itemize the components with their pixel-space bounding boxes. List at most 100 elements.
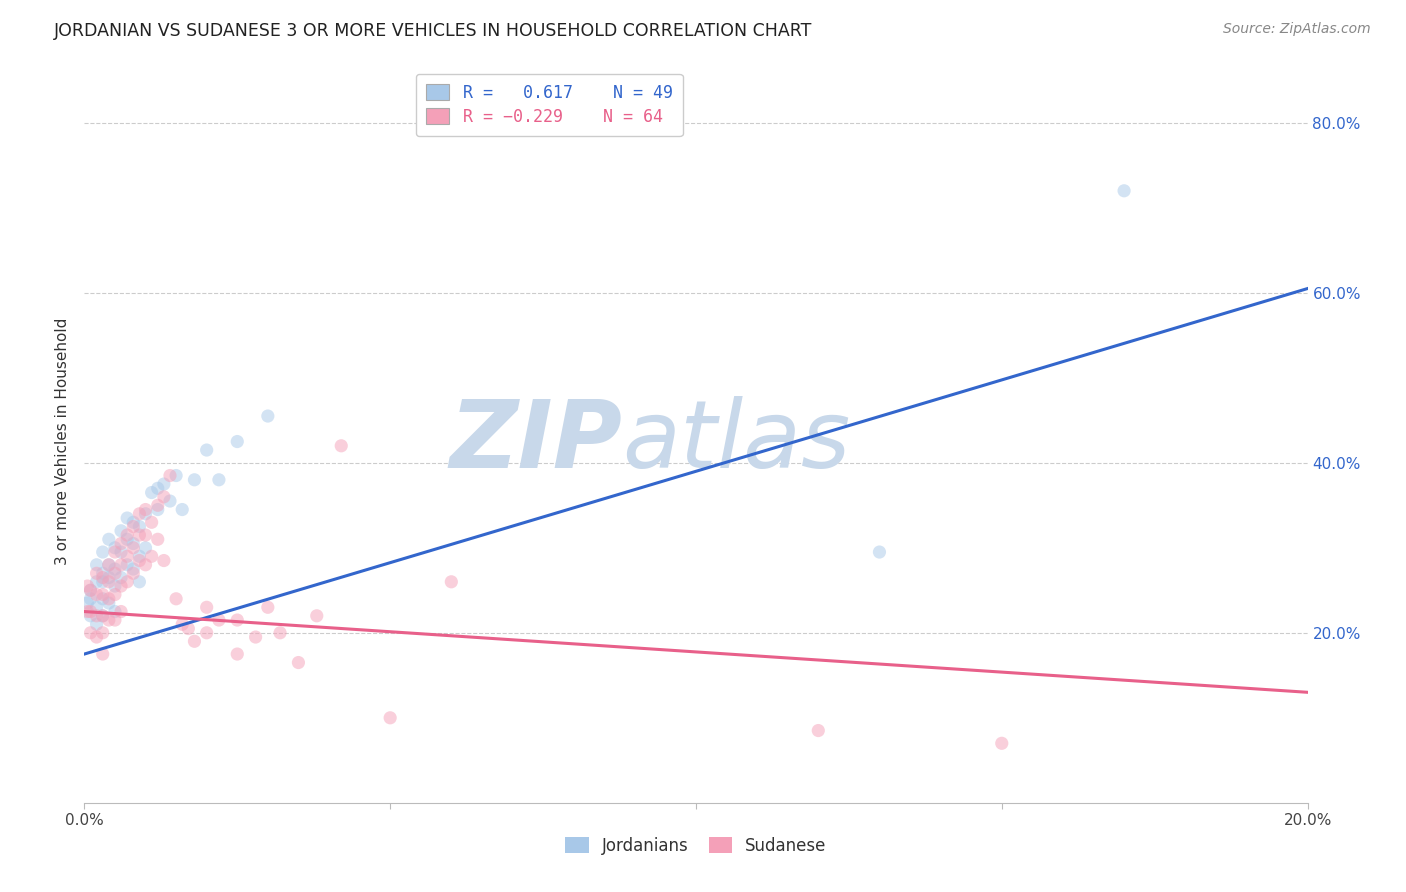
Point <box>159 494 181 508</box>
Point <box>195 443 218 458</box>
Point <box>122 566 145 581</box>
Point <box>104 562 127 576</box>
Point <box>177 622 200 636</box>
Point <box>153 553 176 567</box>
Point <box>135 507 157 521</box>
Point <box>97 591 120 606</box>
Point <box>135 502 157 516</box>
Point <box>122 541 145 555</box>
Point <box>146 498 169 512</box>
Point <box>115 558 138 572</box>
Point <box>122 516 145 530</box>
Point <box>79 625 101 640</box>
Point <box>257 409 280 423</box>
Point <box>86 588 108 602</box>
Point <box>104 545 127 559</box>
Point <box>305 608 328 623</box>
Point <box>128 574 150 589</box>
Point <box>226 613 249 627</box>
Point <box>135 528 157 542</box>
Point <box>110 570 132 584</box>
Point <box>226 434 249 449</box>
Point <box>110 605 132 619</box>
Point <box>97 533 120 547</box>
Point <box>104 588 127 602</box>
Point <box>86 617 108 632</box>
Point <box>128 528 150 542</box>
Point <box>97 574 120 589</box>
Point <box>128 507 150 521</box>
Point <box>122 536 145 550</box>
Point <box>79 608 101 623</box>
Point <box>115 574 138 589</box>
Point <box>183 473 205 487</box>
Point <box>86 566 108 581</box>
Point <box>226 647 249 661</box>
Point <box>128 553 150 567</box>
Point <box>91 588 114 602</box>
Point <box>91 566 114 581</box>
Point <box>115 533 138 547</box>
Point <box>104 613 127 627</box>
Point <box>172 617 194 632</box>
Point <box>86 558 108 572</box>
Point <box>76 596 98 610</box>
Point <box>269 625 291 640</box>
Point <box>110 545 132 559</box>
Point <box>208 473 231 487</box>
Legend: Jordanians, Sudanese: Jordanians, Sudanese <box>557 829 835 863</box>
Point <box>97 596 120 610</box>
Point <box>86 630 108 644</box>
Point <box>122 562 145 576</box>
Point <box>135 541 157 555</box>
Point <box>79 583 101 598</box>
Point <box>97 558 120 572</box>
Point <box>97 558 120 572</box>
Point <box>146 533 169 547</box>
Point <box>91 608 114 623</box>
Point <box>110 579 132 593</box>
Point <box>807 723 830 738</box>
Point <box>76 579 98 593</box>
Point <box>97 613 120 627</box>
Point <box>79 583 101 598</box>
Point <box>91 647 114 661</box>
Point <box>183 634 205 648</box>
Point <box>146 481 169 495</box>
Point <box>287 656 309 670</box>
Point <box>165 468 187 483</box>
Point <box>104 579 127 593</box>
Point <box>172 502 194 516</box>
Point <box>91 574 114 589</box>
Point <box>110 524 132 538</box>
Point <box>79 591 101 606</box>
Point <box>122 519 145 533</box>
Point <box>104 566 127 581</box>
Text: ZIP: ZIP <box>450 395 623 488</box>
Point <box>440 574 463 589</box>
Point <box>91 545 114 559</box>
Point <box>91 591 114 606</box>
Point <box>128 519 150 533</box>
Text: atlas: atlas <box>623 396 851 487</box>
Point <box>141 516 163 530</box>
Point <box>86 600 108 615</box>
Point <box>115 528 138 542</box>
Point <box>91 608 114 623</box>
Point <box>1114 184 1136 198</box>
Point <box>104 541 127 555</box>
Y-axis label: 3 or more Vehicles in Household: 3 or more Vehicles in Household <box>55 318 70 566</box>
Point <box>141 485 163 500</box>
Point <box>86 574 108 589</box>
Point <box>208 613 231 627</box>
Point <box>104 605 127 619</box>
Point <box>153 477 176 491</box>
Point <box>128 549 150 564</box>
Point <box>115 511 138 525</box>
Point <box>245 630 267 644</box>
Point <box>91 625 114 640</box>
Point <box>97 570 120 584</box>
Point <box>991 736 1014 750</box>
Text: Source: ZipAtlas.com: Source: ZipAtlas.com <box>1223 22 1371 37</box>
Text: JORDANIAN VS SUDANESE 3 OR MORE VEHICLES IN HOUSEHOLD CORRELATION CHART: JORDANIAN VS SUDANESE 3 OR MORE VEHICLES… <box>53 22 811 40</box>
